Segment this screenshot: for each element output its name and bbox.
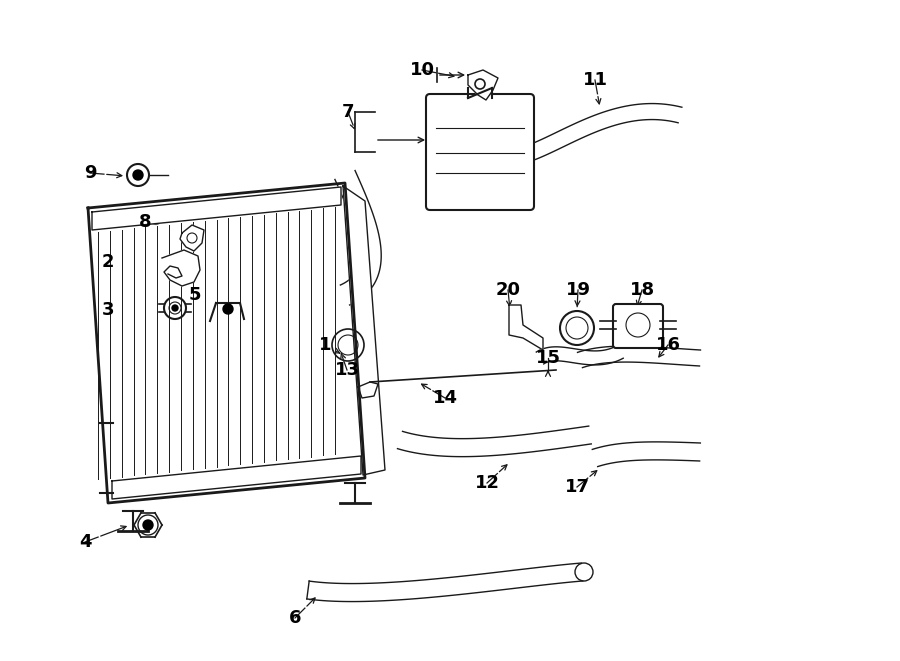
Polygon shape bbox=[578, 346, 700, 368]
Polygon shape bbox=[536, 346, 623, 365]
Text: 16: 16 bbox=[655, 336, 680, 354]
Polygon shape bbox=[468, 70, 498, 100]
Polygon shape bbox=[527, 104, 682, 161]
Text: 14: 14 bbox=[433, 389, 457, 407]
Text: 15: 15 bbox=[536, 349, 561, 367]
FancyBboxPatch shape bbox=[426, 94, 534, 210]
Polygon shape bbox=[112, 456, 361, 499]
Circle shape bbox=[172, 305, 178, 311]
Polygon shape bbox=[335, 171, 382, 305]
Text: 19: 19 bbox=[565, 281, 590, 299]
Polygon shape bbox=[398, 426, 591, 457]
Text: 4: 4 bbox=[79, 533, 91, 551]
Circle shape bbox=[133, 170, 143, 180]
Text: 2: 2 bbox=[102, 253, 114, 271]
Polygon shape bbox=[98, 207, 335, 479]
Text: 11: 11 bbox=[582, 71, 608, 89]
Text: 8: 8 bbox=[139, 213, 151, 231]
Text: 17: 17 bbox=[564, 478, 590, 496]
Text: 10: 10 bbox=[410, 61, 435, 79]
Polygon shape bbox=[307, 563, 583, 602]
Text: 3: 3 bbox=[102, 301, 114, 319]
FancyBboxPatch shape bbox=[613, 304, 663, 348]
Polygon shape bbox=[180, 225, 204, 251]
Text: 9: 9 bbox=[84, 164, 96, 182]
Circle shape bbox=[223, 304, 233, 314]
Text: 6: 6 bbox=[289, 609, 302, 627]
Polygon shape bbox=[592, 442, 700, 467]
Text: 7: 7 bbox=[342, 103, 355, 121]
Polygon shape bbox=[92, 187, 341, 230]
Circle shape bbox=[143, 520, 153, 530]
Text: 12: 12 bbox=[474, 474, 500, 492]
Polygon shape bbox=[343, 186, 385, 475]
Polygon shape bbox=[162, 250, 200, 286]
Polygon shape bbox=[509, 305, 543, 350]
Text: 13: 13 bbox=[335, 361, 359, 379]
Text: 1: 1 bbox=[319, 336, 331, 354]
Text: 5: 5 bbox=[189, 286, 202, 304]
Text: 18: 18 bbox=[629, 281, 654, 299]
Text: 20: 20 bbox=[496, 281, 520, 299]
